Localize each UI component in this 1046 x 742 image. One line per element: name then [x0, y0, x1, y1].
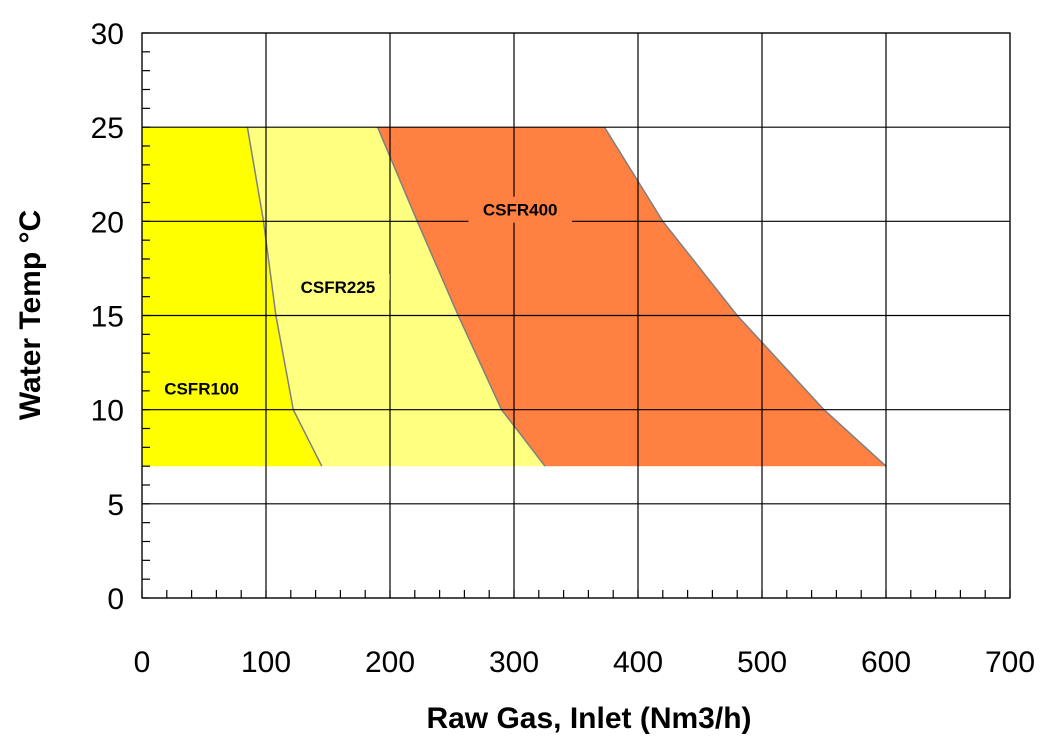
region-labels-layer: CSFR100 CSFR225 CSFR400 [149, 196, 572, 402]
region-label-bg [468, 196, 572, 223]
x-axis-title: Raw Gas, Inlet (Nm3/h) [426, 702, 751, 735]
region-label-bg [286, 273, 390, 300]
y-tick-label: 15 [91, 301, 124, 334]
region-label-csfr100: CSFR100 [164, 380, 239, 399]
y-tick-label: 10 [91, 395, 124, 428]
y-tick-label: 5 [107, 489, 124, 522]
x-tick-label: 500 [737, 646, 787, 679]
x-tick-label: 200 [365, 646, 415, 679]
x-tick-label: 400 [613, 646, 663, 679]
y-tick-label: 0 [107, 583, 124, 616]
x-tick-label: 100 [241, 646, 291, 679]
plot-frame [141, 32, 1011, 599]
region-label-csfr400: CSFR400 [483, 201, 558, 220]
y-tick-label: 30 [91, 18, 124, 51]
y-axis-title: Water Temp °C [14, 210, 47, 420]
x-tick-label: 700 [985, 646, 1035, 679]
region-label-bg [149, 375, 254, 402]
x-tick-label: 300 [489, 646, 539, 679]
region-label-csfr225: CSFR225 [301, 278, 376, 297]
region-csfr225 [247, 127, 545, 467]
x-tick-labels: 0 100 200 300 400 500 600 700 [134, 646, 1035, 679]
y-tick-label: 25 [91, 112, 124, 145]
y-tick-labels: 0 5 10 15 20 25 30 [91, 18, 124, 616]
x-tick-label: 0 [134, 646, 151, 679]
grid-layer [141, 32, 1011, 599]
y-tick-label: 20 [91, 206, 124, 239]
x-tick-label: 600 [861, 646, 911, 679]
